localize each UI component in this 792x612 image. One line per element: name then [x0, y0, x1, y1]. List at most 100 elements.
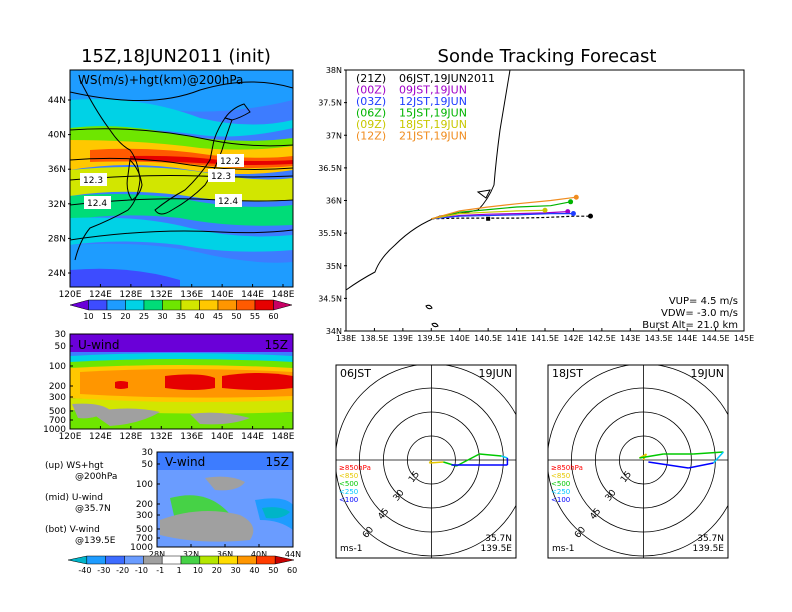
- hodograph-unit: ms-1: [552, 544, 574, 554]
- colorbar-label: 50: [268, 566, 278, 575]
- note-mid-sub: @35.7N: [75, 504, 111, 514]
- u-lon-label: 120E: [59, 432, 82, 442]
- legend-jst: 12JST,19JUN: [399, 95, 467, 108]
- hodograph-lon: 139.5E: [693, 544, 725, 554]
- colorbar-swatch: [88, 299, 108, 311]
- ws-colorbar: 10 15 20 25 30 35 40 45 50 55 60: [69, 299, 293, 321]
- track-lon-label: 145E: [734, 334, 754, 343]
- wind-profile-segment: [648, 461, 689, 469]
- island: [476, 189, 491, 199]
- track-lon-label: 144.5E: [702, 334, 730, 343]
- v-p-label: 500: [136, 525, 153, 535]
- colorbar-swatch: [124, 555, 144, 565]
- wind-profile-segment: [456, 453, 480, 467]
- wind-profile-segment: [688, 462, 714, 469]
- hodograph-date: 19JUN: [478, 367, 512, 380]
- colorbar-label: 10: [193, 566, 203, 575]
- legend-utc: (03Z): [356, 95, 386, 108]
- note-up-sub: @200hPa: [75, 472, 117, 482]
- contour-label-box: [208, 169, 235, 182]
- track-lon-label: 139.5E: [417, 334, 445, 343]
- legend-utc: (09Z): [356, 118, 386, 131]
- ws-lat-axis: 44N 40N 36N 32N 28N 24N: [48, 96, 71, 279]
- ws-lon-label: 124E: [89, 290, 112, 300]
- colorbar-swatch: [106, 299, 126, 311]
- vup-text: VUP= 4.5 m/s: [669, 296, 738, 307]
- track-lon-label: 138E: [336, 334, 356, 343]
- v-p-label: 100: [136, 480, 153, 490]
- track-lat-label: 36.5N: [318, 164, 342, 173]
- track-lon-label: 143E: [620, 334, 640, 343]
- note-up-title: (up) WS+hgt: [45, 461, 104, 471]
- ws-lon-axis: 120E 124E 128E 132E 136E 140E 144E 148E: [59, 284, 295, 300]
- colorbar-swatch: [256, 555, 276, 565]
- pressure-legend-item: <100: [551, 496, 570, 504]
- contour-label-box: [215, 194, 242, 207]
- ws-lon-label: 128E: [119, 290, 142, 300]
- hodograph-time: 06JST: [340, 367, 371, 380]
- contour-label-box: [84, 196, 111, 209]
- wind-profile-segment: [693, 451, 724, 455]
- track-line: [431, 196, 577, 220]
- burst-point: [570, 211, 576, 217]
- u-lon-label: 132E: [150, 432, 173, 442]
- colorbar-swatch: [143, 555, 163, 565]
- track-lon-axis: 138E 138.5E 139E 139.5E 140E 140.5E 141E 141.5E…: [336, 328, 754, 343]
- track-lon-label: 143.5E: [645, 334, 673, 343]
- ws-lat-label: 40N: [48, 131, 66, 141]
- launch-point: [486, 216, 491, 221]
- track-lat-label: 35N: [326, 262, 342, 271]
- colorbar-label: 55: [250, 312, 260, 321]
- u-p-label: 200: [49, 382, 66, 392]
- u-lon-axis: 120E 124E 128E 132E 136E 140E 144E 148E: [59, 426, 295, 442]
- u-p-label: 100: [49, 362, 66, 372]
- wind-profile-segment: [479, 453, 502, 457]
- island: [425, 304, 433, 310]
- hodograph-rings: [336, 365, 516, 558]
- track-lat-label: 38N: [326, 66, 342, 75]
- colorbar-swatch: [105, 555, 125, 565]
- wind-profile-segment: [501, 455, 508, 459]
- hodograph-lat: 35.7N: [485, 534, 512, 544]
- v-lat-label: 32N: [183, 550, 199, 559]
- burst-point: [573, 194, 579, 200]
- v-lat-label: 28N: [149, 550, 165, 559]
- colorbar-swatch: [180, 299, 200, 311]
- contour-label-box: [217, 154, 244, 167]
- colorbar-label: 30: [157, 312, 167, 321]
- wind-profile-segment: [712, 451, 724, 464]
- ws-lat-label: 32N: [48, 200, 66, 210]
- colorbar-label: -30: [97, 566, 110, 575]
- u-lon-label: 136E: [180, 432, 203, 442]
- u-p-label: 500: [49, 407, 66, 417]
- colorbar-label: 15: [102, 312, 112, 321]
- colorbar-swatch: [236, 299, 256, 311]
- u-lon-label: 140E: [211, 432, 234, 442]
- ws-lat-label: 44N: [48, 96, 66, 106]
- ws-lon-label: 136E: [180, 290, 203, 300]
- ws-frame: [69, 69, 294, 288]
- colorbar-label: 10: [83, 312, 93, 321]
- u-time: 15Z: [265, 338, 289, 352]
- ws-field: [70, 70, 293, 287]
- ws-lon-label: 144E: [241, 290, 264, 300]
- track-lon-label: 139E: [393, 334, 413, 343]
- track-lat-label: 35.5N: [318, 229, 342, 238]
- track-line: [431, 213, 574, 220]
- colorbar-label: 35: [176, 312, 186, 321]
- contour-label: 12.3: [83, 176, 103, 186]
- note-bot-title: (bot) V-wind: [45, 525, 100, 535]
- track-lon-label: 141E: [506, 334, 526, 343]
- hodograph-frame: [547, 364, 729, 559]
- legend-jst: 21JST,19JUN: [399, 130, 467, 143]
- colorbar-swatch: [273, 299, 293, 311]
- colorbar-label: 40: [249, 566, 259, 575]
- pressure-legend-item: ≥850hPa: [339, 464, 371, 472]
- v-p-label: 30: [142, 448, 154, 458]
- u-field: [70, 334, 293, 429]
- legend-utc: (00Z): [356, 84, 386, 97]
